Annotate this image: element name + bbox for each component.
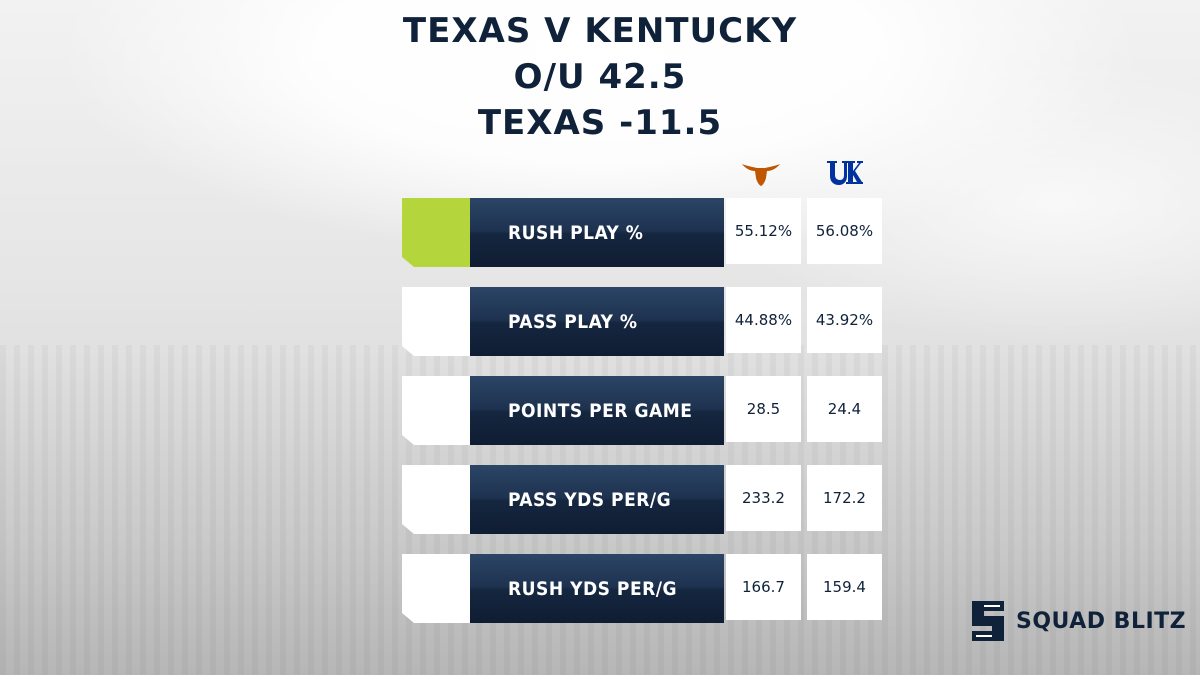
squad-blitz-logo-icon [972,601,1004,641]
kentucky-value: 159.4 [807,554,882,620]
longhorn-icon [742,164,780,186]
stat-label: PASS YDS PER/G [470,465,724,534]
brand-mark: SQUAD BLITZ [970,598,1186,644]
row-tab-active[interactable] [402,198,470,267]
kentucky-value: 43.92% [807,287,882,353]
row-tab[interactable] [402,376,470,445]
matchup-title: TEXAS V KENTUCKY [402,11,798,51]
row-tab[interactable] [402,554,470,623]
stat-label: RUSH YDS PER/G [470,554,724,623]
over-under-line: O/U 42.5 [513,57,687,97]
row-tab[interactable] [402,287,470,356]
brand-name: SQUAD BLITZ [1016,608,1187,634]
matchup-header: TEXAS V KENTUCKY O/U 42.5 TEXAS -11.5 [0,8,1200,146]
row-tab[interactable] [402,465,470,534]
texas-value: 55.12% [726,198,801,264]
texas-value: 233.2 [726,465,801,531]
spread-line: TEXAS -11.5 [477,103,723,143]
uk-logo-icon [827,161,863,185]
texas-value: 166.7 [726,554,801,620]
stat-label: PASS PLAY % [470,287,724,356]
texas-value: 28.5 [726,376,801,442]
texas-value: 44.88% [726,287,801,353]
kentucky-value: 24.4 [807,376,882,442]
stat-label: RUSH PLAY % [470,198,724,267]
kentucky-value: 56.08% [807,198,882,264]
stat-label: POINTS PER GAME [470,376,724,445]
kentucky-value: 172.2 [807,465,882,531]
